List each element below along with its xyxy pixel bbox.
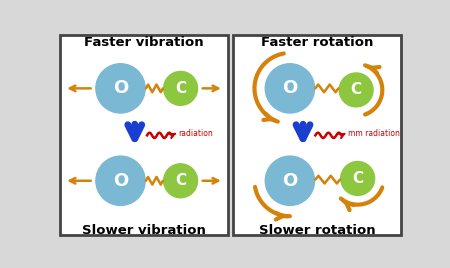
Circle shape <box>164 164 198 198</box>
Text: O: O <box>113 172 128 190</box>
Text: C: C <box>175 173 186 188</box>
Text: C: C <box>175 81 186 96</box>
Circle shape <box>96 64 145 113</box>
Circle shape <box>96 156 145 205</box>
Text: O: O <box>282 172 297 190</box>
Text: C: C <box>352 171 363 186</box>
Text: mm radiation: mm radiation <box>348 129 400 138</box>
Text: O: O <box>113 79 128 97</box>
Circle shape <box>265 64 315 113</box>
Text: Slower rotation: Slower rotation <box>259 224 375 237</box>
Circle shape <box>339 73 373 107</box>
Text: C: C <box>351 83 362 97</box>
Text: Slower vibration: Slower vibration <box>82 224 206 237</box>
Bar <box>60 35 228 236</box>
Text: radiation: radiation <box>178 129 213 138</box>
Text: Faster rotation: Faster rotation <box>261 36 373 49</box>
Circle shape <box>265 156 315 205</box>
Bar <box>233 35 401 236</box>
Circle shape <box>341 162 374 195</box>
Text: O: O <box>282 79 297 97</box>
Circle shape <box>164 72 198 105</box>
Text: Faster vibration: Faster vibration <box>84 36 204 49</box>
